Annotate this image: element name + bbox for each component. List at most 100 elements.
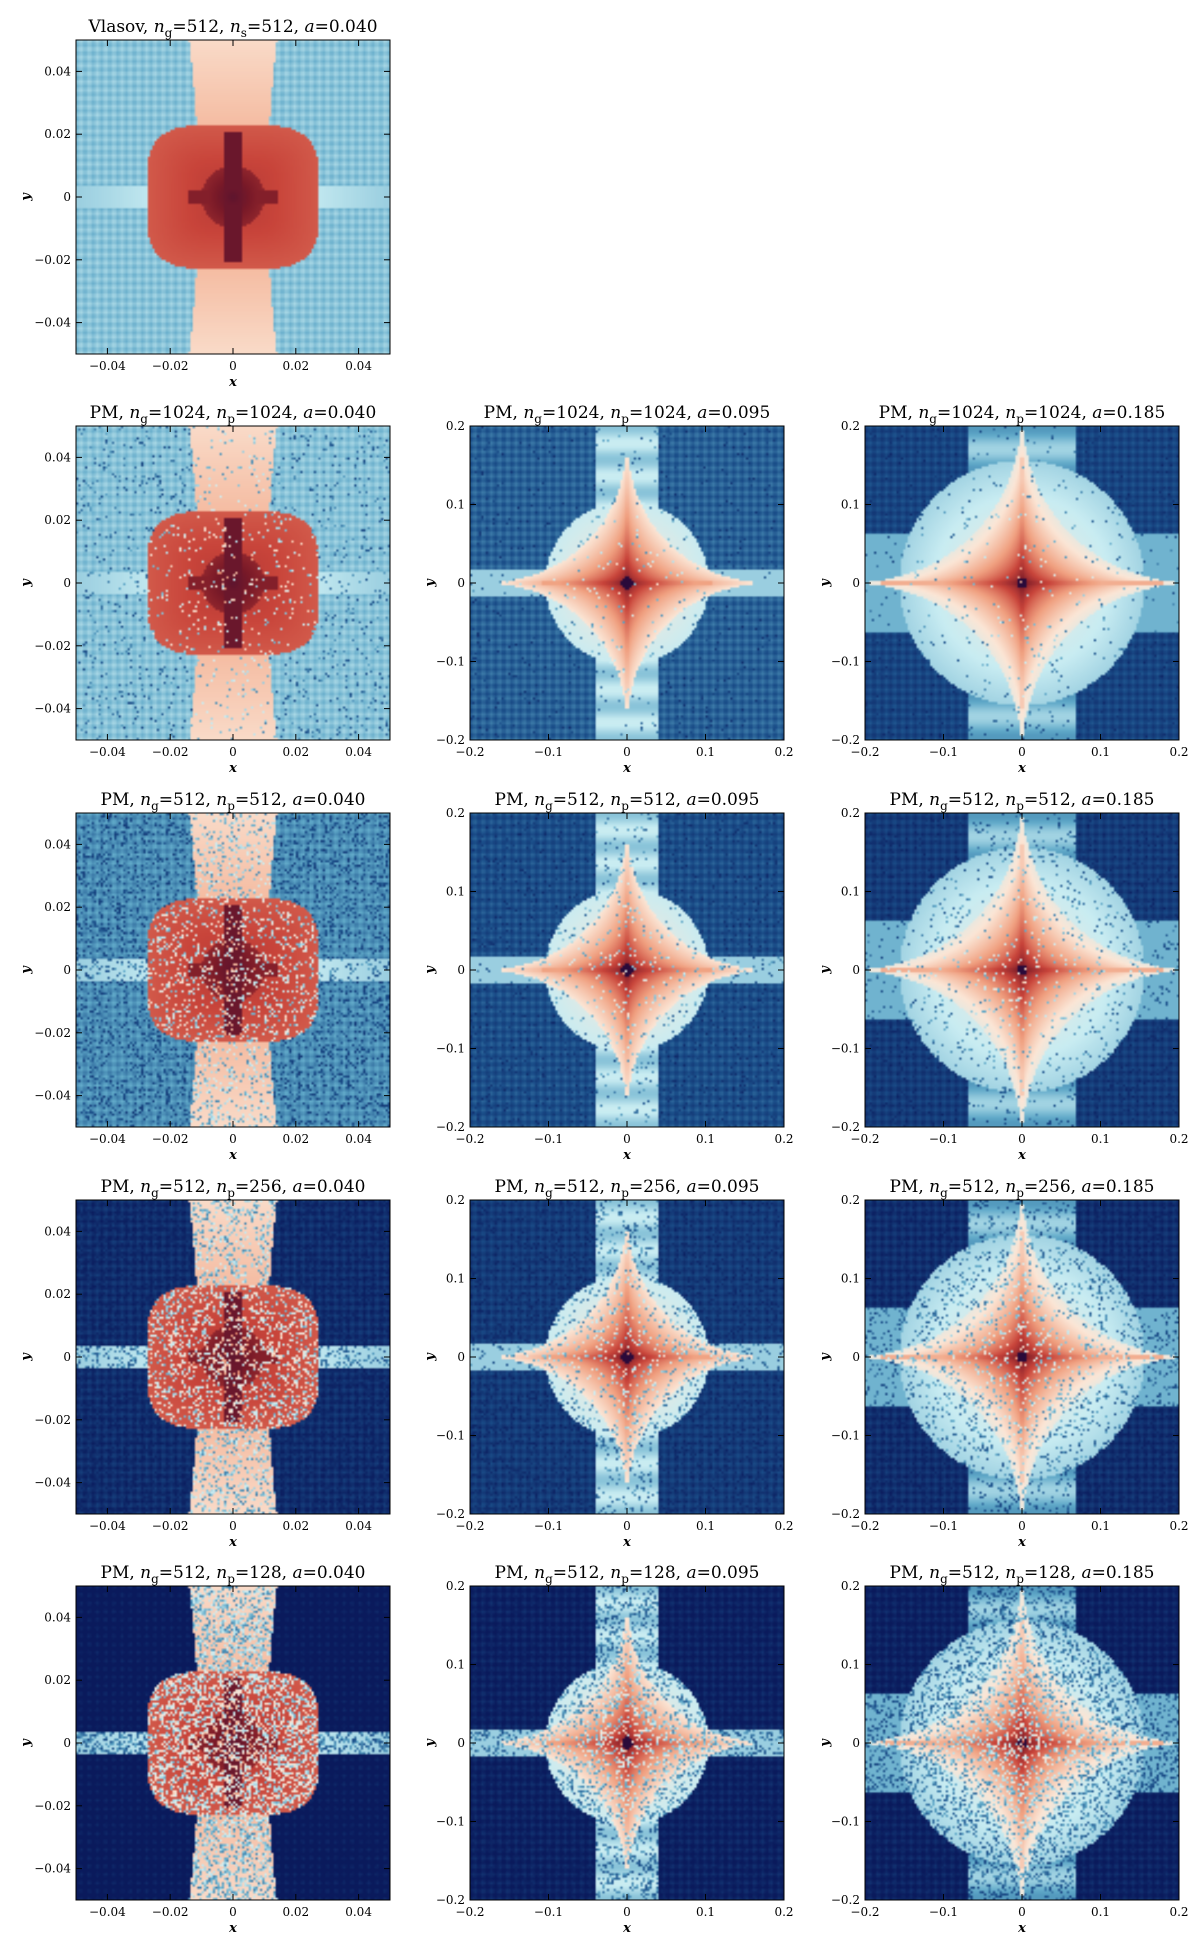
y-tick-label: −0.2 (831, 1893, 860, 1907)
panel-2-2: PM, ng=512, np=512, a=0.185 −0.2 −0.1 0 0.1 0… (818, 790, 1189, 1163)
panel-4-2: PM, ng=512, np=128, a=0.185 −0.2 −0.1 0 0.1 0… (818, 1563, 1189, 1936)
x-tick-label: −0.1 (929, 745, 958, 759)
x-tick-label: 0.2 (1169, 1519, 1188, 1533)
heatmap-image (470, 1586, 784, 1900)
y-tick-label: 0.1 (446, 498, 465, 512)
x-tick-label: −0.1 (929, 1905, 958, 1919)
x-tick-label: 0.04 (345, 1132, 372, 1146)
x-tick-label: 0 (1018, 1132, 1026, 1146)
x-axis-label: x (1017, 1148, 1026, 1163)
panel-1-1: PM, ng=1024, np=1024, a=0.095 −0.2 −0.1 0 0.… (423, 403, 794, 776)
x-tick-label: −0.02 (152, 745, 189, 759)
y-tick-label: 0.2 (841, 419, 860, 433)
y-tick-label: 0 (852, 1350, 860, 1364)
y-tick-label: 0.1 (841, 885, 860, 899)
x-tick-label: 0 (1018, 1519, 1026, 1533)
heatmap-image (76, 426, 390, 740)
y-tick-label: −0.2 (436, 1507, 465, 1521)
y-tick-label: 0.2 (841, 1193, 860, 1207)
x-tick-label: −0.1 (534, 1905, 563, 1919)
y-axis-label: y (818, 1738, 833, 1748)
x-tick-label: 0.1 (1091, 1905, 1110, 1919)
x-tick-label: −0.04 (89, 1519, 126, 1533)
panel-0-0: Vlasov, ng=512, ns=512, a=0.040 −0.04 −0.0… (19, 17, 391, 390)
y-tick-label: 0.02 (44, 900, 71, 914)
y-axis-label: y (423, 1352, 438, 1362)
x-tick-label: −0.2 (455, 1905, 484, 1919)
panel-1-0: PM, ng=1024, np=1024, a=0.040 −0.04 −0.02 0… (19, 403, 391, 776)
x-tick-label: 0.1 (1091, 1519, 1110, 1533)
x-tick-label: −0.2 (850, 745, 879, 759)
x-tick-label: −0.1 (534, 1519, 563, 1533)
x-axis-label: x (228, 375, 237, 390)
x-tick-label: −0.02 (152, 1905, 189, 1919)
y-tick-label: −0.04 (34, 1089, 71, 1103)
x-tick-label: −0.02 (152, 359, 189, 373)
y-tick-label: 0.02 (44, 513, 71, 527)
x-tick-label: 0 (1018, 1905, 1026, 1919)
heatmap-image (76, 40, 390, 354)
y-tick-label: 0.2 (841, 806, 860, 820)
x-tick-label: 0 (229, 1132, 237, 1146)
panel-title: PM, ng=1024, np=1024, a=0.185 (879, 403, 1166, 426)
y-axis-label: y (19, 1738, 34, 1748)
panel-3-0: PM, ng=512, np=256, a=0.040 −0.04 −0.02 0 0.… (19, 1177, 391, 1550)
y-tick-label: 0.04 (44, 837, 71, 851)
x-tick-label: 0.2 (774, 1132, 793, 1146)
y-tick-label: 0.1 (841, 498, 860, 512)
panel-4-0: PM, ng=512, np=128, a=0.040 −0.04 −0.02 0 0.… (19, 1563, 391, 1936)
y-tick-label: −0.1 (831, 1429, 860, 1443)
x-tick-label: −0.04 (89, 1905, 126, 1919)
x-axis-label: x (1017, 761, 1026, 776)
x-tick-label: −0.1 (929, 1519, 958, 1533)
y-tick-label: −0.2 (831, 733, 860, 747)
x-tick-label: −0.04 (89, 1132, 126, 1146)
y-axis-label: y (818, 578, 833, 588)
y-tick-label: −0.1 (831, 655, 860, 669)
panel-title: PM, ng=1024, np=1024, a=0.040 (90, 403, 377, 426)
y-tick-label: 0.02 (44, 1287, 71, 1301)
y-tick-label: −0.02 (34, 1799, 71, 1813)
y-axis-label: y (19, 965, 34, 975)
x-tick-label: −0.1 (534, 745, 563, 759)
x-tick-label: 0 (623, 1132, 631, 1146)
x-tick-label: 0.2 (774, 745, 793, 759)
y-tick-label: 0.2 (841, 1579, 860, 1593)
y-tick-label: −0.2 (436, 733, 465, 747)
x-tick-label: 0.02 (282, 359, 309, 373)
x-tick-label: 0.04 (345, 1905, 372, 1919)
panel-title: PM, ng=512, np=512, a=0.040 (101, 790, 366, 813)
heatmap-image (470, 1200, 784, 1514)
panel-title: Vlasov, ng=512, ns=512, a=0.040 (87, 17, 377, 40)
y-tick-label: 0.2 (446, 419, 465, 433)
y-tick-label: 0.2 (446, 1193, 465, 1207)
x-axis-label: x (622, 1921, 631, 1936)
x-axis-label: x (622, 1535, 631, 1550)
y-tick-label: −0.1 (436, 1042, 465, 1056)
heatmap-image (470, 813, 784, 1127)
y-tick-label: 0.02 (44, 1673, 71, 1687)
y-tick-label: −0.02 (34, 1026, 71, 1040)
heatmap-image (865, 426, 1179, 740)
y-tick-label: 0.2 (446, 806, 465, 820)
y-tick-label: 0.1 (446, 1658, 465, 1672)
x-tick-label: 0 (229, 1519, 237, 1533)
panel-3-1: PM, ng=512, np=256, a=0.095 −0.2 −0.1 0 0.1 0… (423, 1177, 794, 1550)
y-tick-label: 0 (852, 576, 860, 590)
x-tick-label: 0.1 (1091, 1132, 1110, 1146)
x-tick-label: −0.02 (152, 1132, 189, 1146)
y-tick-label: 0 (63, 190, 71, 204)
heatmap-image (865, 813, 1179, 1127)
y-tick-label: 0 (63, 1350, 71, 1364)
y-tick-label: 0 (63, 1736, 71, 1750)
x-tick-label: 0.2 (774, 1905, 793, 1919)
y-tick-label: −0.04 (34, 1862, 71, 1876)
x-tick-label: −0.02 (152, 1519, 189, 1533)
y-tick-label: 0 (852, 1736, 860, 1750)
panel-title: PM, ng=512, np=128, a=0.040 (101, 1563, 366, 1586)
x-tick-label: −0.2 (455, 1132, 484, 1146)
y-axis-label: y (423, 578, 438, 588)
x-tick-label: 0.2 (1169, 745, 1188, 759)
y-tick-label: 0 (63, 576, 71, 590)
